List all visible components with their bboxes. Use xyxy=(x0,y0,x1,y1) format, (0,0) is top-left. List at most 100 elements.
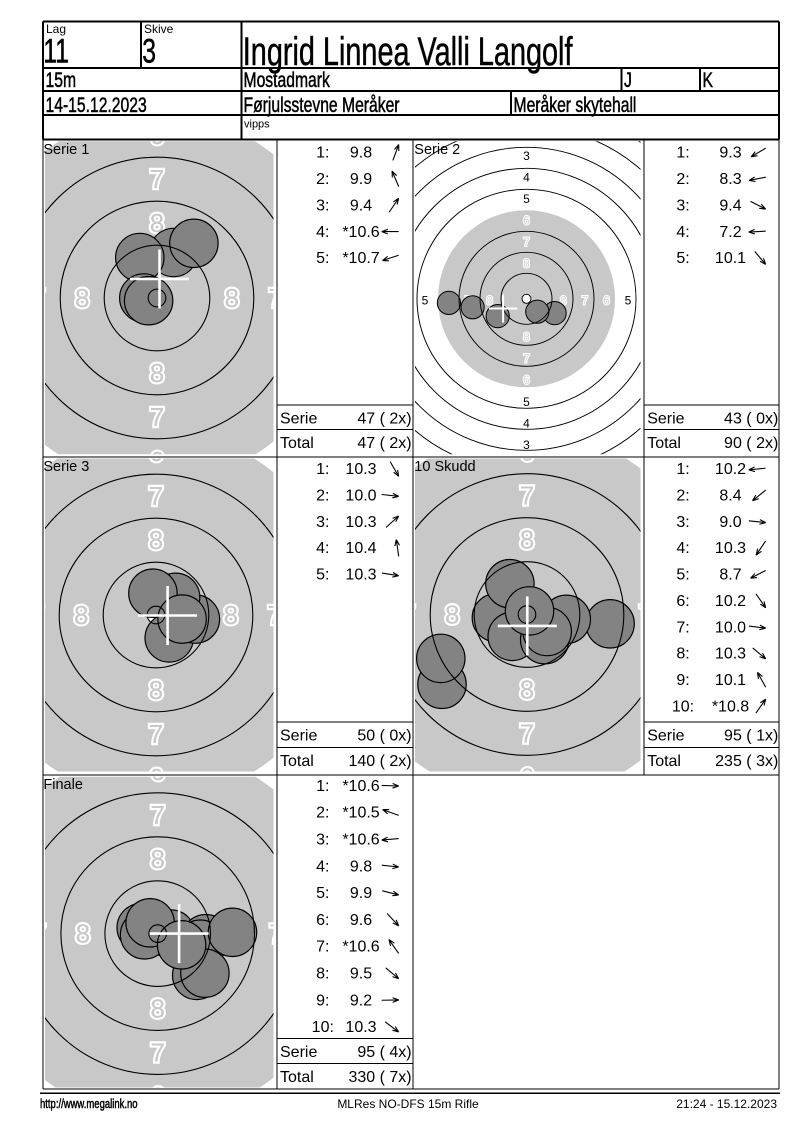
svg-text:K: K xyxy=(703,67,714,91)
svg-text:95 ( 1x): 95 ( 1x) xyxy=(724,728,778,745)
svg-text:8: 8 xyxy=(150,358,164,388)
svg-text:5:: 5: xyxy=(676,567,689,584)
svg-text:50 ( 0x): 50 ( 0x) xyxy=(357,728,411,745)
svg-text:Serie: Serie xyxy=(280,411,317,428)
svg-text:1:: 1: xyxy=(676,461,689,478)
svg-text:5: 5 xyxy=(422,293,429,307)
svg-text:9.6: 9.6 xyxy=(350,912,372,929)
svg-text:8: 8 xyxy=(74,600,88,630)
svg-text:10 Skudd: 10 Skudd xyxy=(414,459,475,475)
svg-text:7: 7 xyxy=(401,600,415,630)
svg-text:235 ( 3x): 235 ( 3x) xyxy=(715,753,778,770)
svg-text:2:: 2: xyxy=(676,171,689,188)
svg-text:6: 6 xyxy=(523,373,530,387)
svg-text:Serie 3: Serie 3 xyxy=(43,459,89,475)
svg-text:14-15.12.2023: 14-15.12.2023 xyxy=(46,93,147,117)
svg-text:http://www.megalink.no: http://www.megalink.no xyxy=(40,1098,138,1112)
svg-text:1:: 1: xyxy=(316,145,329,162)
svg-text:8:: 8: xyxy=(676,646,689,663)
svg-text:Serie: Serie xyxy=(280,728,317,745)
svg-text:6: 6 xyxy=(149,437,163,467)
svg-text:7: 7 xyxy=(149,481,163,511)
svg-text:8: 8 xyxy=(523,256,530,270)
svg-text:8:: 8: xyxy=(316,966,329,983)
svg-text:7: 7 xyxy=(31,283,45,313)
svg-text:5: 5 xyxy=(523,192,530,206)
svg-text:7: 7 xyxy=(523,235,530,249)
svg-text:10.3: 10.3 xyxy=(345,514,376,531)
svg-text:7: 7 xyxy=(149,719,163,749)
svg-text:8: 8 xyxy=(486,293,493,307)
svg-text:Skive: Skive xyxy=(144,22,174,36)
svg-text:7: 7 xyxy=(523,352,530,366)
svg-text:Total: Total xyxy=(647,435,681,452)
svg-text:Finale: Finale xyxy=(43,777,83,793)
svg-text:10.2: 10.2 xyxy=(715,461,746,478)
svg-text:Meråker skytehall: Meråker skytehall xyxy=(514,93,637,117)
svg-text:6: 6 xyxy=(603,293,610,307)
svg-text:8: 8 xyxy=(150,358,164,388)
svg-text:10.4: 10.4 xyxy=(345,540,376,557)
svg-text:8: 8 xyxy=(560,293,567,307)
svg-text:90 ( 2x): 90 ( 2x) xyxy=(724,435,778,452)
svg-text:6: 6 xyxy=(523,373,530,387)
svg-text:9.8: 9.8 xyxy=(350,145,372,162)
svg-text:8: 8 xyxy=(150,993,164,1023)
svg-text:2:: 2: xyxy=(676,488,689,505)
svg-text:4: 4 xyxy=(523,416,530,430)
svg-text:8: 8 xyxy=(520,525,534,555)
svg-text:6: 6 xyxy=(520,762,534,792)
svg-text:4: 4 xyxy=(523,170,530,184)
svg-text:8: 8 xyxy=(75,283,89,313)
svg-text:7:: 7: xyxy=(676,619,689,636)
svg-text:4:: 4: xyxy=(316,540,329,557)
svg-text:7: 7 xyxy=(150,164,164,194)
svg-text:8: 8 xyxy=(150,844,164,874)
svg-text:4:: 4: xyxy=(316,858,329,875)
svg-text:7.2: 7.2 xyxy=(719,224,741,241)
svg-text:1:: 1: xyxy=(316,778,329,795)
svg-text:8: 8 xyxy=(225,283,239,313)
svg-text:15m: 15m xyxy=(46,67,77,91)
svg-text:47 ( 2x): 47 ( 2x) xyxy=(357,411,411,428)
svg-text:9.4: 9.4 xyxy=(350,197,372,214)
svg-text:7:: 7: xyxy=(316,939,329,956)
svg-text:8: 8 xyxy=(224,600,238,630)
svg-text:2:: 2: xyxy=(316,488,329,505)
svg-text:6: 6 xyxy=(150,446,164,476)
svg-text:7: 7 xyxy=(520,718,534,748)
svg-text:7: 7 xyxy=(269,283,283,313)
svg-text:9.4: 9.4 xyxy=(719,197,741,214)
svg-text:10.0: 10.0 xyxy=(345,488,376,505)
svg-text:8: 8 xyxy=(560,293,567,307)
svg-text:9.0: 9.0 xyxy=(719,514,741,531)
svg-text:7: 7 xyxy=(149,719,163,749)
svg-text:9.9: 9.9 xyxy=(350,885,372,902)
svg-text:3:: 3: xyxy=(316,832,329,849)
svg-text:9.2: 9.2 xyxy=(350,992,372,1009)
svg-text:7: 7 xyxy=(32,919,46,949)
svg-text:6: 6 xyxy=(150,120,164,150)
svg-text:Total: Total xyxy=(280,1069,314,1086)
svg-text:6: 6 xyxy=(150,1081,164,1111)
svg-text:7: 7 xyxy=(150,402,164,432)
svg-text:10:: 10: xyxy=(672,698,694,715)
svg-text:8: 8 xyxy=(486,293,493,307)
svg-text:*10.8: *10.8 xyxy=(712,698,749,715)
svg-text:*10.6: *10.6 xyxy=(342,832,379,849)
svg-text:8: 8 xyxy=(225,283,239,313)
svg-text:10.3: 10.3 xyxy=(345,461,376,478)
svg-text:8: 8 xyxy=(523,256,530,270)
svg-text:3: 3 xyxy=(523,149,530,163)
svg-text:MLRes NO-DFS 15m Rifle: MLRes NO-DFS 15m Rifle xyxy=(337,1097,479,1111)
svg-text:5:: 5: xyxy=(316,885,329,902)
svg-text:7: 7 xyxy=(639,600,653,630)
svg-text:8: 8 xyxy=(150,993,164,1023)
svg-text:10.2: 10.2 xyxy=(715,593,746,610)
svg-text:11: 11 xyxy=(43,33,69,71)
svg-text:8: 8 xyxy=(74,600,88,630)
svg-text:7: 7 xyxy=(150,164,164,194)
svg-text:7: 7 xyxy=(582,293,589,307)
svg-text:7: 7 xyxy=(150,800,164,830)
svg-text:6: 6 xyxy=(150,446,164,476)
